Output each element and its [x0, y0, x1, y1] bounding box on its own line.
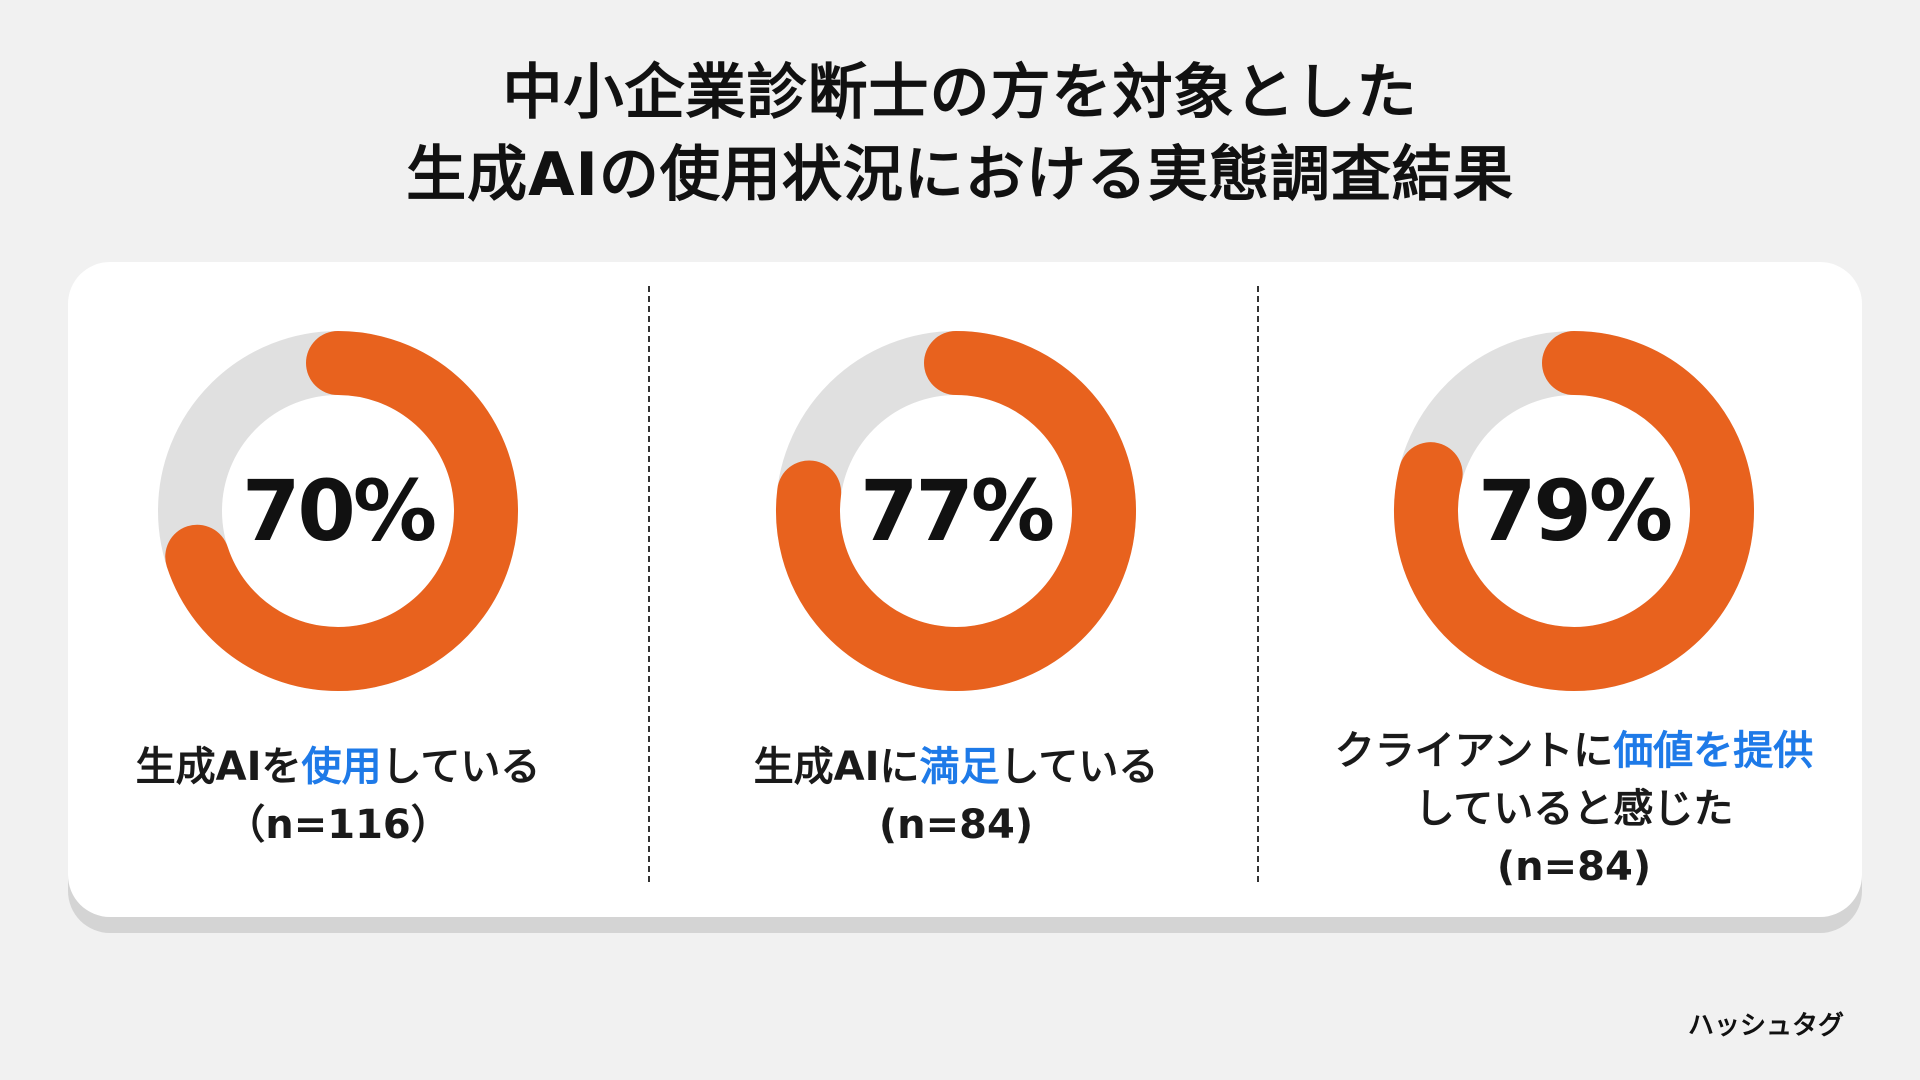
donut-value-arc [165, 331, 518, 691]
brand-name: ハッシュタグ [1687, 1011, 1844, 1041]
divider-2 [1257, 286, 1259, 882]
donut-label-value: クライアントに価値を提供 していると感じた (n=84) [1279, 722, 1869, 896]
donut-svg-usage [158, 331, 518, 691]
title-line-2: 生成AIの使用状況における実態調査結果 [406, 140, 1514, 210]
donut-label-satisfaction: 生成AIに満足している (n=84) [726, 738, 1186, 854]
sample-size: (n=84) [1496, 844, 1652, 890]
page-title: 中小企業診断士の方を対象とした 生成AIの使用状況における実態調査結果 [0, 52, 1920, 216]
donut-value-arc [1394, 331, 1754, 691]
percent-value: 70% [241, 462, 437, 560]
label-highlight: 満足 [919, 744, 1000, 790]
donut-chart-usage: 70% [148, 321, 528, 701]
donut-svg-value [1394, 331, 1754, 691]
divider-1 [648, 286, 650, 882]
sample-size: （n=116） [225, 802, 451, 848]
label-segment: している [999, 744, 1159, 790]
donut-value-arc [776, 331, 1136, 691]
sample-size: (n=84) [878, 802, 1034, 848]
donut-chart-satisfaction: 77% [766, 321, 1146, 701]
title-line-1: 中小企業診断士の方を対象とした [502, 58, 1418, 128]
percent-value: 77% [859, 462, 1055, 560]
label-segment: 生成AIを [135, 744, 302, 790]
label-line: していると感じた [1414, 786, 1734, 832]
donut-chart-value: 79% [1384, 321, 1764, 701]
label-segment: している [381, 744, 541, 790]
label-segment: クライアントに [1334, 728, 1614, 774]
label-highlight: 価値を提供 [1613, 728, 1814, 774]
label-line: 生成AIを使用している [108, 738, 568, 796]
label-line: クライアントに価値を提供 [1279, 722, 1869, 780]
label-highlight: 使用 [301, 744, 382, 790]
donut-label-usage: 生成AIを使用している （n=116） [108, 738, 568, 854]
percent-value: 79% [1477, 462, 1673, 560]
label-segment: 生成AIに [753, 744, 920, 790]
donut-svg-satisfaction [776, 331, 1136, 691]
label-line: 生成AIに満足している [726, 738, 1186, 796]
